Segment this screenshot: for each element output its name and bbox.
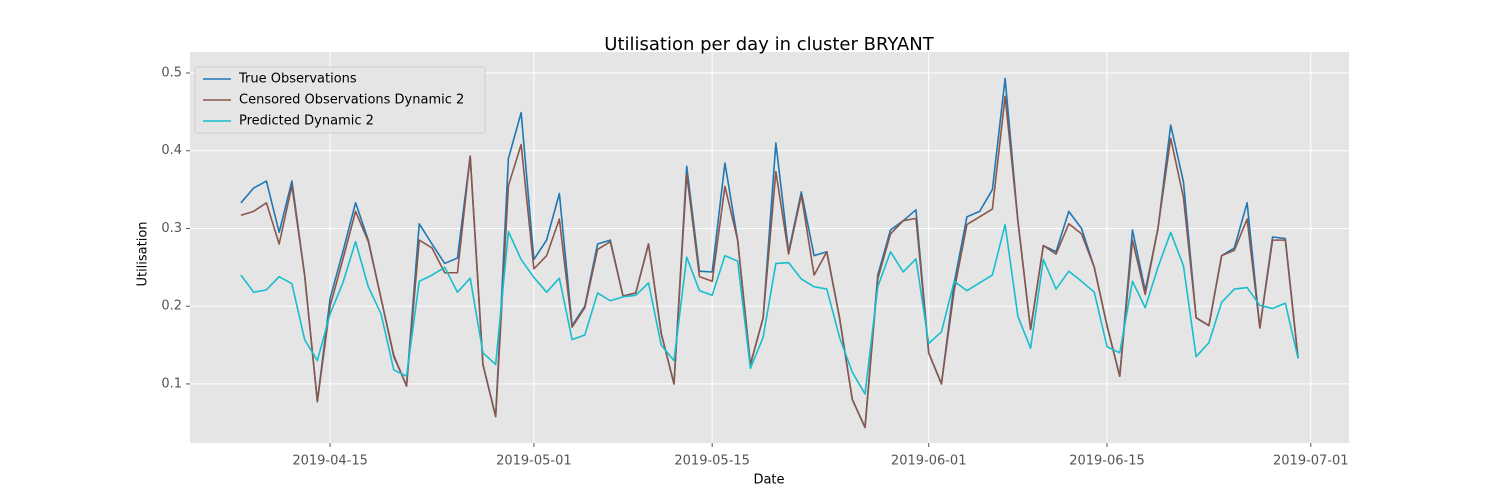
legend-label: Predicted Dynamic 2: [239, 114, 374, 129]
y-tick-label: 0.2: [161, 299, 182, 314]
legend-label: Censored Observations Dynamic 2: [239, 93, 464, 108]
y-tick-label: 0.1: [161, 376, 182, 391]
y-tick-label: 0.5: [161, 65, 182, 80]
y-tick-label: 0.4: [161, 143, 182, 158]
series-line: [240, 223, 1299, 395]
x-tick-label: 2019-07-01: [1273, 454, 1349, 469]
y-tick-label: 0.3: [161, 221, 182, 236]
x-tick-label: 2019-06-01: [891, 454, 967, 469]
series-line: [240, 95, 1299, 429]
x-tick-label: 2019-05-01: [496, 454, 572, 469]
x-tick-label: 2019-06-15: [1069, 454, 1145, 469]
legend-label: True Observations: [238, 72, 357, 87]
x-tick-label: 2019-05-15: [674, 454, 750, 469]
y-axis-label: Utilisation: [136, 221, 151, 286]
legend-box: [194, 66, 486, 134]
chart-title: Utilisation per day in cluster BRYANT: [604, 34, 934, 55]
x-axis-label: Date: [753, 473, 784, 488]
x-tick-label: 2019-04-15: [292, 454, 368, 469]
